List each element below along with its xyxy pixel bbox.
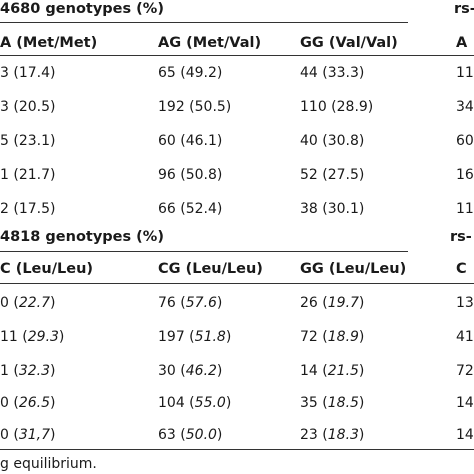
table-cell: 14 bbox=[456, 427, 474, 443]
table-cell: 104 (55.0) bbox=[158, 395, 232, 411]
section1-right-title: rs- bbox=[454, 1, 474, 17]
cell-count: 0 bbox=[0, 427, 9, 443]
table-cell: 44 (33.3) bbox=[300, 65, 365, 81]
cell-percent: 55.0 bbox=[194, 395, 226, 411]
section2-header-rule bbox=[0, 283, 474, 284]
table-cell: 13 bbox=[456, 295, 474, 311]
cell-count: 23 bbox=[300, 427, 318, 443]
cell-count: 0 bbox=[0, 395, 9, 411]
section1-header-col3: GG (Val/Val) bbox=[300, 35, 398, 51]
table-cell: 76 (57.6) bbox=[158, 295, 223, 311]
table-cell: 1 (32.3) bbox=[0, 363, 56, 379]
cell-count: 104 bbox=[158, 395, 185, 411]
cell-count: 14 bbox=[300, 363, 318, 379]
footnote: g equilibrium. bbox=[0, 456, 97, 472]
table-cell: 3 (20.5) bbox=[0, 99, 56, 115]
cell-percent: 18.9 bbox=[327, 329, 359, 345]
table-cell: 5 (23.1) bbox=[0, 133, 56, 149]
table-cell: 0 (22.7) bbox=[0, 295, 56, 311]
cell-percent: 32.3 bbox=[18, 363, 51, 379]
section1-header-col1: A (Met/Met) bbox=[0, 35, 98, 51]
table-cell: 35 (18.5) bbox=[300, 395, 365, 411]
section1-header-rule bbox=[0, 55, 474, 56]
table-cell: 63 (50.0) bbox=[158, 427, 223, 443]
table-cell: 0 (26.5) bbox=[0, 395, 56, 411]
cell-count: 30 bbox=[158, 363, 176, 379]
cell-percent: 22.7 bbox=[18, 295, 51, 311]
section2-title: 4818 genotypes (%) bbox=[0, 229, 164, 245]
table-cell: 66 (52.4) bbox=[158, 201, 223, 217]
cell-count: 76 bbox=[158, 295, 176, 311]
section1-title: 4680 genotypes (%) bbox=[0, 1, 164, 17]
table-cell: 41 bbox=[456, 329, 474, 345]
section2-right-title: rs- bbox=[450, 229, 472, 245]
table-cell: 38 (30.1) bbox=[300, 201, 365, 217]
cell-percent: 50.0 bbox=[185, 427, 217, 443]
cell-percent: 57.6 bbox=[185, 295, 217, 311]
table-cell: 3 (17.4) bbox=[0, 65, 56, 81]
cell-count: 72 bbox=[300, 329, 318, 345]
section1-rule bbox=[0, 22, 408, 23]
table-cell: 72 bbox=[456, 363, 474, 379]
cell-count: 63 bbox=[158, 427, 176, 443]
cell-percent: 26.5 bbox=[18, 395, 51, 411]
table-cell: 72 (18.9) bbox=[300, 329, 365, 345]
table-cell: 23 (18.3) bbox=[300, 427, 365, 443]
table-cell: 14 bbox=[456, 395, 474, 411]
section1-header-col4: A bbox=[456, 35, 468, 51]
cell-count: 0 bbox=[0, 295, 9, 311]
table-cell: 52 (27.5) bbox=[300, 167, 365, 183]
table-cell: 30 (46.2) bbox=[158, 363, 223, 379]
section1-header-col2: AG (Met/Val) bbox=[158, 35, 262, 51]
table-cell: 192 (50.5) bbox=[158, 99, 232, 115]
cell-percent: 18.5 bbox=[327, 395, 359, 411]
cell-count: 35 bbox=[300, 395, 318, 411]
table-cell: 11 bbox=[456, 65, 474, 81]
table-cell: 14 (21.5) bbox=[300, 363, 365, 379]
table-cell: 16 bbox=[456, 167, 474, 183]
cell-percent: 18.3 bbox=[327, 427, 359, 443]
table-cell: 96 (50.8) bbox=[158, 167, 223, 183]
table-cell: 0 (31,7) bbox=[0, 427, 56, 443]
cell-count: 197 bbox=[158, 329, 185, 345]
section2-header-col1: C (Leu/Leu) bbox=[0, 261, 94, 277]
table-cell: 110 (28.9) bbox=[300, 99, 374, 115]
table-cell: 197 (51.8) bbox=[158, 329, 232, 345]
table-cell: 40 (30.8) bbox=[300, 133, 365, 149]
table-cell: 60 bbox=[456, 133, 474, 149]
table-cell: 34 bbox=[456, 99, 474, 115]
table-cell: 11 bbox=[456, 201, 474, 217]
table-bottom-rule bbox=[0, 449, 474, 450]
cell-percent: 46.2 bbox=[185, 363, 217, 379]
table-cell: 1 (21.7) bbox=[0, 167, 56, 183]
table-cell: 11 (29.3) bbox=[0, 329, 65, 345]
section2-header-col2: CG (Leu/Leu) bbox=[158, 261, 263, 277]
cell-percent: 19.7 bbox=[327, 295, 359, 311]
table-cell: 65 (49.2) bbox=[158, 65, 223, 81]
table-cell: 60 (46.1) bbox=[158, 133, 223, 149]
table-cell: 2 (17.5) bbox=[0, 201, 56, 217]
table-cell: 26 (19.7) bbox=[300, 295, 365, 311]
cell-percent: 21.5 bbox=[327, 363, 359, 379]
cell-percent: 29.3 bbox=[27, 329, 59, 345]
section2-rule bbox=[0, 251, 408, 252]
section2-header-col3: GG (Leu/Leu) bbox=[300, 261, 407, 277]
cell-count: 11 bbox=[0, 329, 18, 345]
cell-percent: 31,7 bbox=[18, 427, 51, 443]
section2-header-col4: C bbox=[456, 261, 467, 277]
cell-count: 26 bbox=[300, 295, 318, 311]
cell-percent: 51.8 bbox=[194, 329, 226, 345]
cell-count: 1 bbox=[0, 363, 9, 379]
